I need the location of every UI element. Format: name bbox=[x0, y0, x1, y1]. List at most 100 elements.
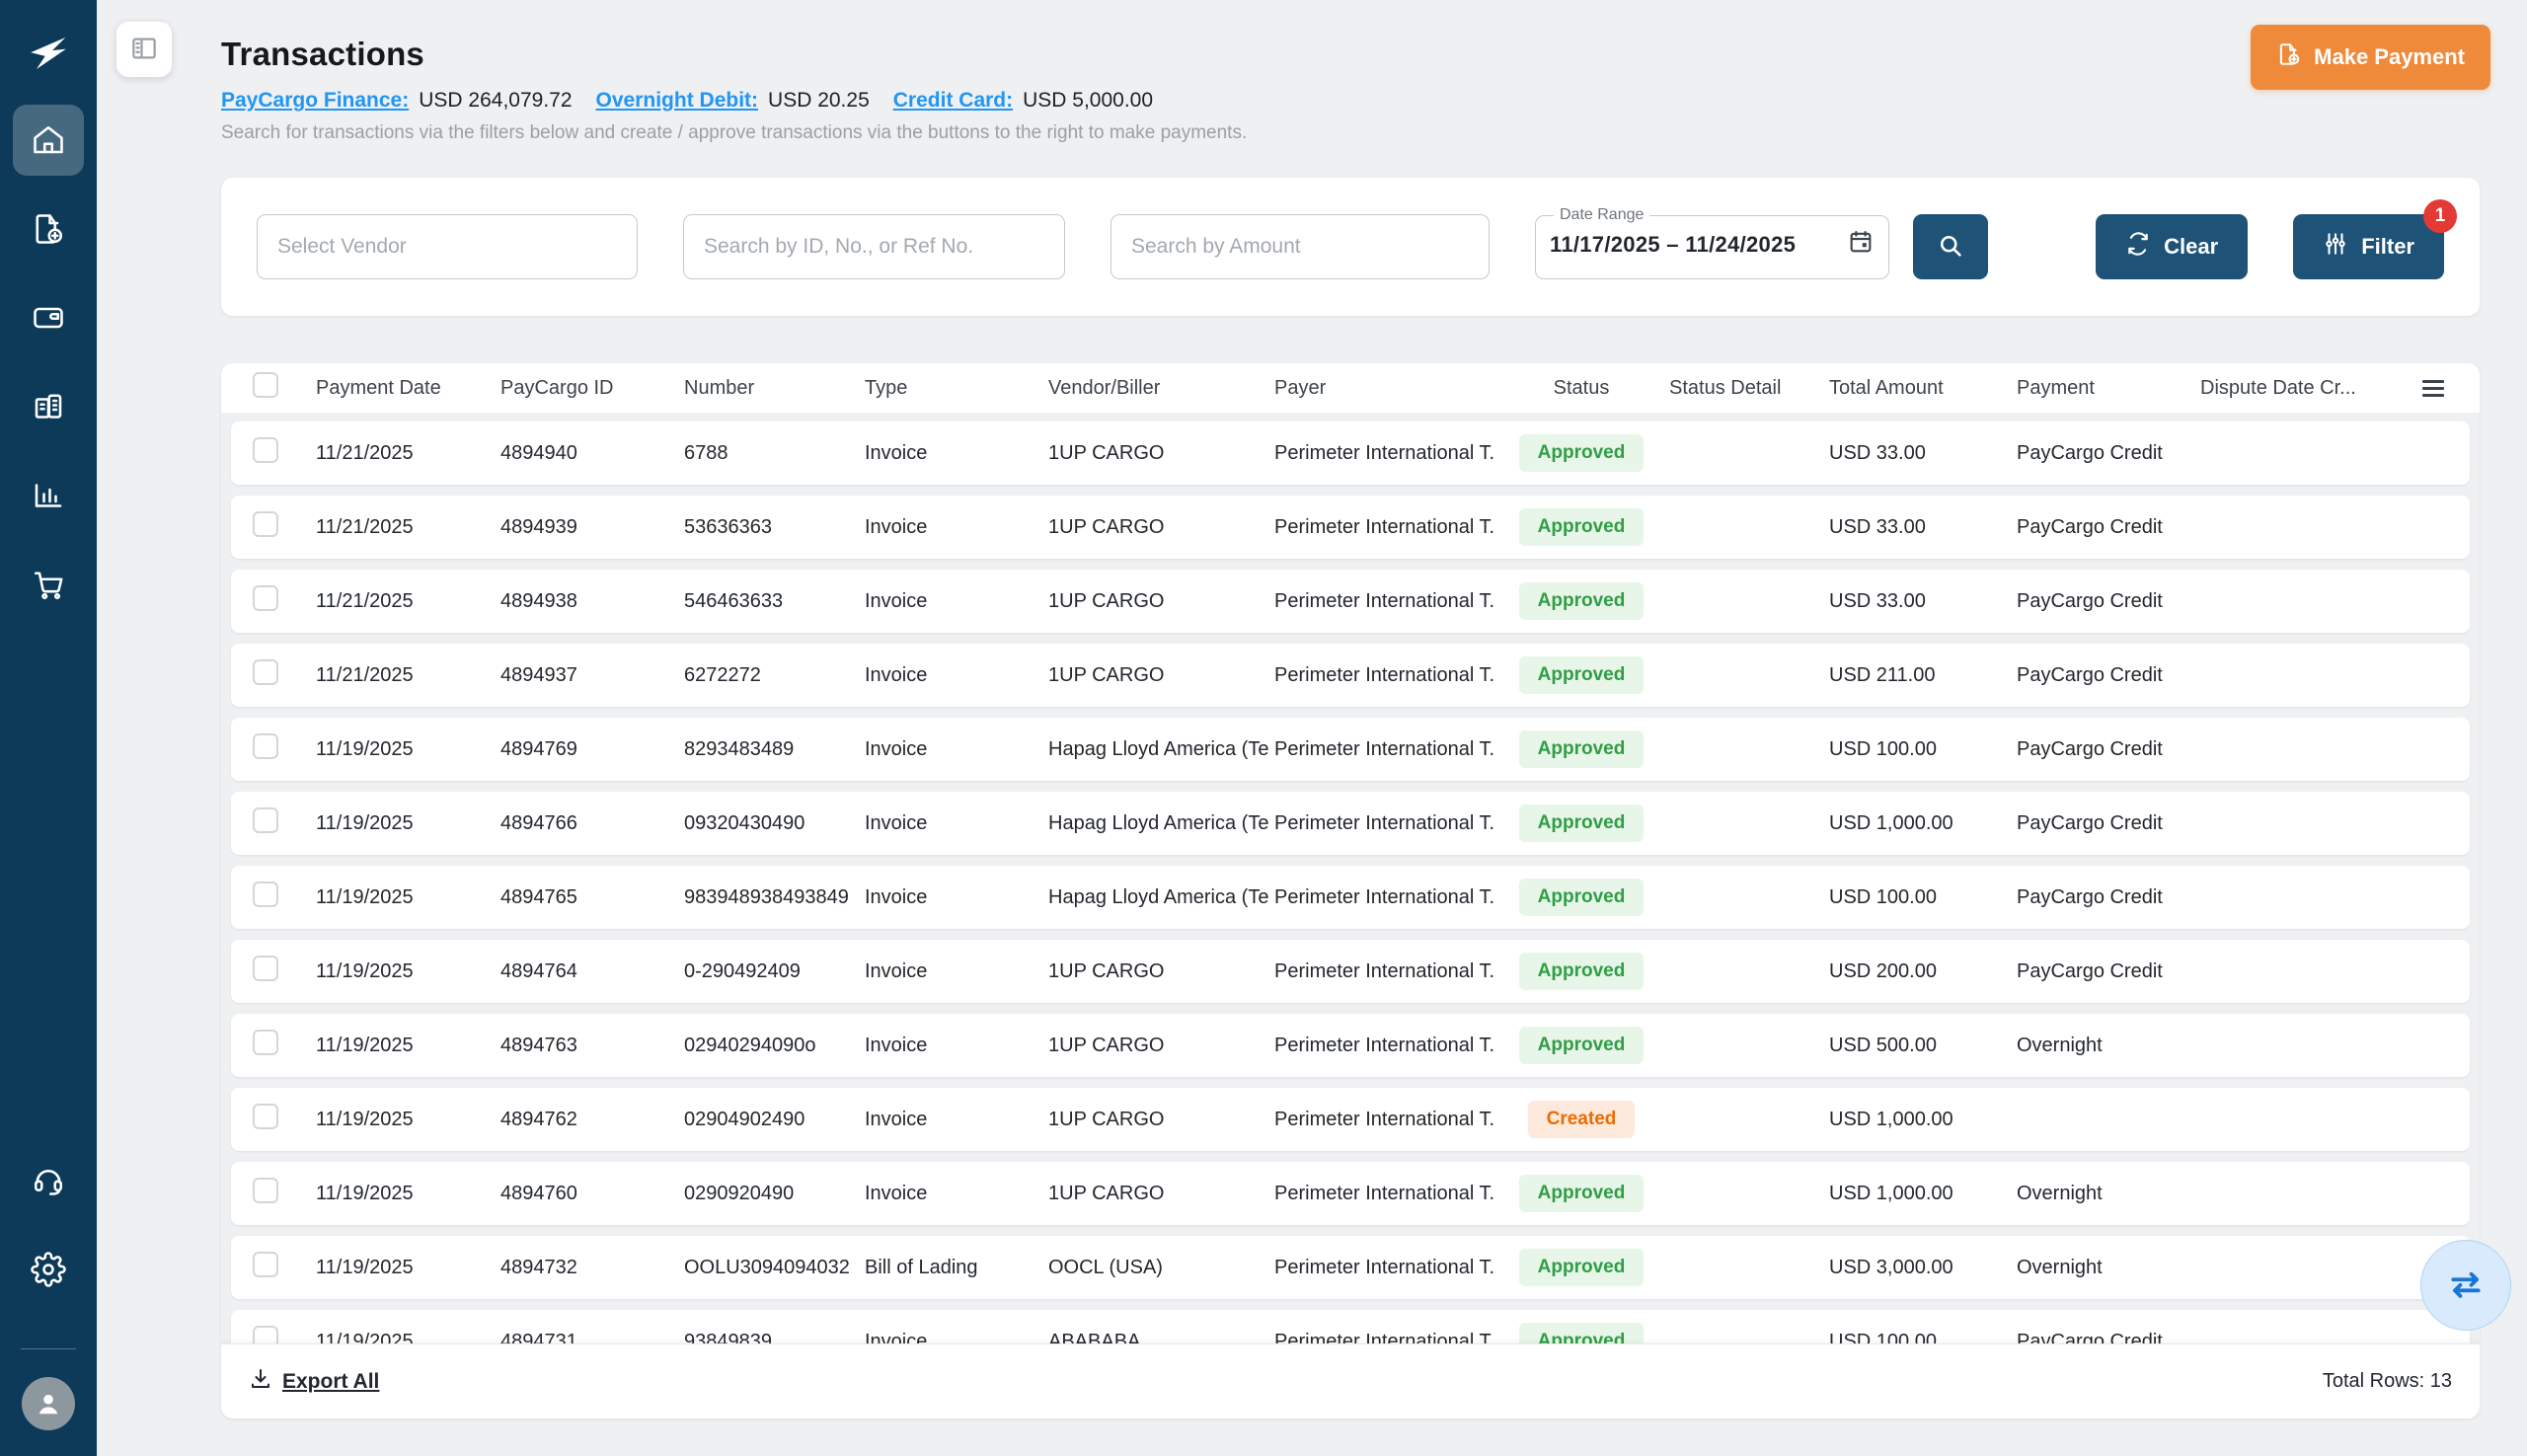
row-checkbox[interactable] bbox=[253, 881, 278, 907]
vendor-select-input[interactable] bbox=[257, 214, 638, 279]
select-all-checkbox[interactable] bbox=[253, 372, 278, 398]
row-checkbox[interactable] bbox=[253, 1326, 278, 1343]
file-plus-icon bbox=[31, 211, 66, 247]
row-checkbox[interactable] bbox=[253, 511, 278, 537]
cell-number: OOLU3094094032 bbox=[684, 1256, 850, 1278]
overnight-debit-link[interactable]: Overnight Debit: bbox=[595, 89, 759, 112]
sidebar-item-settings[interactable] bbox=[13, 1234, 84, 1305]
cell-paycargo-id: 4894760 bbox=[500, 1182, 577, 1204]
cell-type: Invoice bbox=[865, 737, 928, 760]
filter-count-badge: 1 bbox=[2423, 199, 2457, 233]
sidebar-item-wallet[interactable] bbox=[13, 282, 84, 353]
table-row[interactable]: 11/19/2025 4894764 0-290492409 Invoice 1… bbox=[231, 940, 2470, 1003]
sidebar-item-company[interactable] bbox=[13, 371, 84, 442]
row-checkbox[interactable] bbox=[253, 1104, 278, 1129]
cell-payment: PayCargo Credit bbox=[2017, 441, 2163, 464]
cell-payment-date: 11/19/2025 bbox=[316, 885, 414, 908]
sidebar-item-home[interactable] bbox=[13, 105, 84, 176]
sidebar-item-marketplace[interactable] bbox=[13, 549, 84, 620]
cell-number: 02940294090o bbox=[684, 1034, 816, 1056]
make-payment-button[interactable]: Make Payment bbox=[2251, 25, 2490, 90]
cell-payer: Perimeter International T... bbox=[1274, 959, 1493, 982]
cell-total-amount: USD 33.00 bbox=[1829, 589, 1926, 612]
table-row[interactable]: 11/19/2025 4894763 02940294090o Invoice … bbox=[231, 1014, 2470, 1077]
table-row[interactable]: 11/19/2025 4894765 983948938493849 Invoi… bbox=[231, 866, 2470, 929]
cell-paycargo-id: 4894937 bbox=[500, 663, 577, 686]
cell-payment-date: 11/21/2025 bbox=[316, 515, 414, 538]
bar-chart-icon bbox=[31, 478, 66, 513]
cell-paycargo-id: 4894763 bbox=[500, 1034, 577, 1056]
table-row[interactable]: 11/21/2025 4894937 6272272 Invoice 1UP C… bbox=[231, 644, 2470, 707]
table-row[interactable]: 11/19/2025 4894769 8293483489 Invoice Ha… bbox=[231, 718, 2470, 781]
col-paycargo-id: PayCargo ID bbox=[500, 376, 614, 399]
transactions-table: Payment Date PayCargo ID Number Type Ven… bbox=[221, 363, 2480, 1418]
row-checkbox[interactable] bbox=[253, 807, 278, 833]
paycargo-finance-link[interactable]: PayCargo Finance: bbox=[221, 89, 410, 112]
col-payment: Payment bbox=[2017, 376, 2095, 399]
cart-icon bbox=[31, 567, 66, 602]
calendar-icon[interactable] bbox=[1847, 228, 1875, 261]
user-avatar[interactable] bbox=[22, 1377, 75, 1430]
row-checkbox[interactable] bbox=[253, 733, 278, 759]
cell-payment: PayCargo Credit bbox=[2017, 885, 2163, 908]
row-checkbox[interactable] bbox=[253, 956, 278, 981]
cell-payment-date: 11/21/2025 bbox=[316, 589, 414, 612]
table-row[interactable]: 11/21/2025 4894938 546463633 Invoice 1UP… bbox=[231, 570, 2470, 633]
wallet-icon bbox=[31, 300, 66, 336]
table-row[interactable]: 11/21/2025 4894940 6788 Invoice 1UP CARG… bbox=[231, 421, 2470, 485]
cell-payment-date: 11/19/2025 bbox=[316, 1034, 414, 1056]
cell-payer: Perimeter International T... bbox=[1274, 1330, 1493, 1344]
amount-search-input[interactable] bbox=[1110, 214, 1490, 279]
row-checkbox[interactable] bbox=[253, 1030, 278, 1055]
sidebar-toggle-button[interactable] bbox=[116, 22, 172, 77]
row-checkbox[interactable] bbox=[253, 437, 278, 463]
cell-paycargo-id: 4894766 bbox=[500, 811, 577, 834]
cell-payment: PayCargo Credit bbox=[2017, 959, 2163, 982]
col-payer: Payer bbox=[1274, 376, 1327, 399]
filter-button[interactable]: Filter 1 bbox=[2293, 199, 2457, 279]
cell-payer: Perimeter International T... bbox=[1274, 441, 1493, 464]
search-button[interactable] bbox=[1913, 214, 1988, 279]
id-search-input[interactable] bbox=[683, 214, 1065, 279]
table-row[interactable]: 11/19/2025 4894760 0290920490 Invoice 1U… bbox=[231, 1162, 2470, 1225]
table-row[interactable]: 11/19/2025 4894766 09320430490 Invoice H… bbox=[231, 792, 2470, 855]
cell-number: 0290920490 bbox=[684, 1182, 795, 1204]
quick-transfer-button[interactable] bbox=[2420, 1240, 2511, 1331]
table-row[interactable]: 11/19/2025 4894732 OOLU3094094032 Bill o… bbox=[231, 1236, 2470, 1299]
sidebar-item-support[interactable] bbox=[13, 1145, 84, 1216]
cell-payer: Perimeter International T... bbox=[1274, 1182, 1493, 1204]
col-number: Number bbox=[684, 376, 755, 399]
sidebar-item-reports[interactable] bbox=[13, 460, 84, 531]
total-rows-label: Total Rows: 13 bbox=[2322, 1370, 2452, 1392]
sidebar-item-create-transaction[interactable] bbox=[13, 193, 84, 265]
row-checkbox[interactable] bbox=[253, 1252, 278, 1277]
table-row[interactable]: 11/21/2025 4894939 53636363 Invoice 1UP … bbox=[231, 496, 2470, 559]
clear-button[interactable]: Clear bbox=[2096, 214, 2249, 279]
cell-number: 02904902490 bbox=[684, 1108, 805, 1130]
cell-vendor-biller: 1UP CARGO bbox=[1048, 1034, 1165, 1056]
cell-total-amount: USD 500.00 bbox=[1829, 1034, 1937, 1056]
overnight-debit-value: USD 20.25 bbox=[768, 89, 870, 112]
row-checkbox[interactable] bbox=[253, 1178, 278, 1203]
status-badge: Approved bbox=[1518, 1249, 1645, 1286]
col-vendor-biller: Vendor/Biller bbox=[1048, 376, 1161, 399]
row-checkbox[interactable] bbox=[253, 585, 278, 611]
status-badge: Approved bbox=[1518, 953, 1645, 990]
table-row[interactable]: 11/19/2025 4894762 02904902490 Invoice 1… bbox=[231, 1088, 2470, 1151]
cell-payer: Perimeter International T... bbox=[1274, 737, 1493, 760]
cell-total-amount: USD 33.00 bbox=[1829, 441, 1926, 464]
column-settings-icon[interactable] bbox=[2422, 379, 2444, 397]
paycargo-finance-value: USD 264,079.72 bbox=[419, 89, 573, 112]
table-row[interactable]: 11/19/2025 4894731 93849839 Invoice ABAB… bbox=[231, 1310, 2470, 1343]
credit-card-link[interactable]: Credit Card: bbox=[892, 89, 1014, 112]
export-all-link[interactable]: Export All bbox=[249, 1367, 379, 1397]
date-range-field[interactable]: Date Range 11/17/2025 – 11/24/2025 bbox=[1535, 206, 1889, 279]
page-title: Transactions bbox=[221, 36, 424, 72]
cell-type: Invoice bbox=[865, 959, 928, 982]
col-status: Status bbox=[1553, 376, 1610, 399]
status-badge: Approved bbox=[1518, 1027, 1645, 1064]
row-checkbox[interactable] bbox=[253, 659, 278, 685]
status-badge: Approved bbox=[1518, 508, 1645, 546]
cell-number: 546463633 bbox=[684, 589, 784, 612]
sidebar-nav bbox=[13, 105, 84, 638]
